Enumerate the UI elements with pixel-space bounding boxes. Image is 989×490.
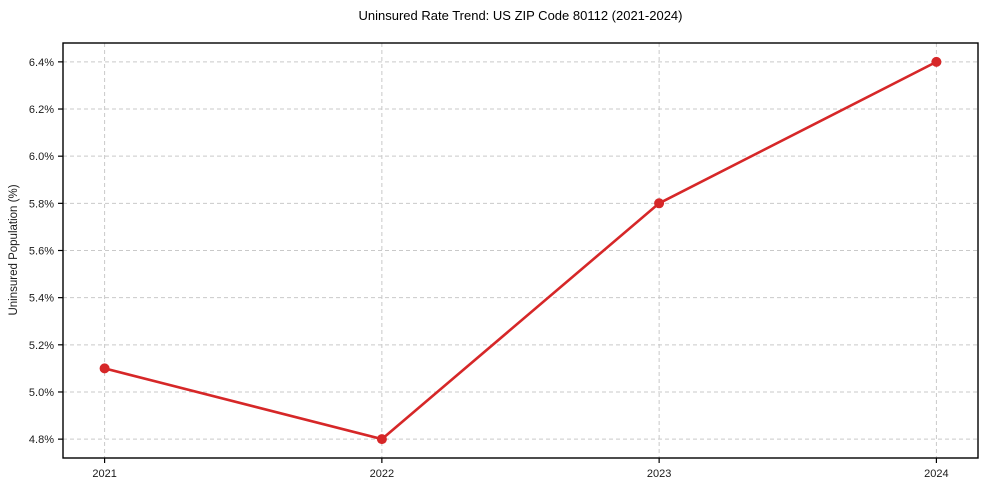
data-point <box>931 56 942 67</box>
x-tick-label: 2024 <box>924 468 948 480</box>
y-tick-label: 5.4% <box>29 293 54 305</box>
chart-title: Uninsured Rate Trend: US ZIP Code 80112 … <box>358 8 683 23</box>
x-tick-label: 2023 <box>647 468 671 480</box>
y-tick-label: 5.8% <box>29 198 54 210</box>
x-tick-label: 2021 <box>92 468 116 480</box>
y-tick-label: 4.8% <box>29 434 54 446</box>
plot-border <box>62 42 979 459</box>
y-tick-label: 6.2% <box>29 104 54 116</box>
data-point <box>99 363 110 374</box>
y-tick-label: 6.4% <box>29 57 54 69</box>
y-tick-label: 5.2% <box>29 340 54 352</box>
y-tick-label: 6.0% <box>29 151 54 163</box>
y-tick-label: 5.0% <box>29 387 54 399</box>
x-tick-label: 2022 <box>370 468 394 480</box>
y-tick-label: 5.6% <box>29 246 54 258</box>
trend-line <box>103 60 938 441</box>
data-point <box>376 434 387 445</box>
data-point <box>654 198 665 209</box>
